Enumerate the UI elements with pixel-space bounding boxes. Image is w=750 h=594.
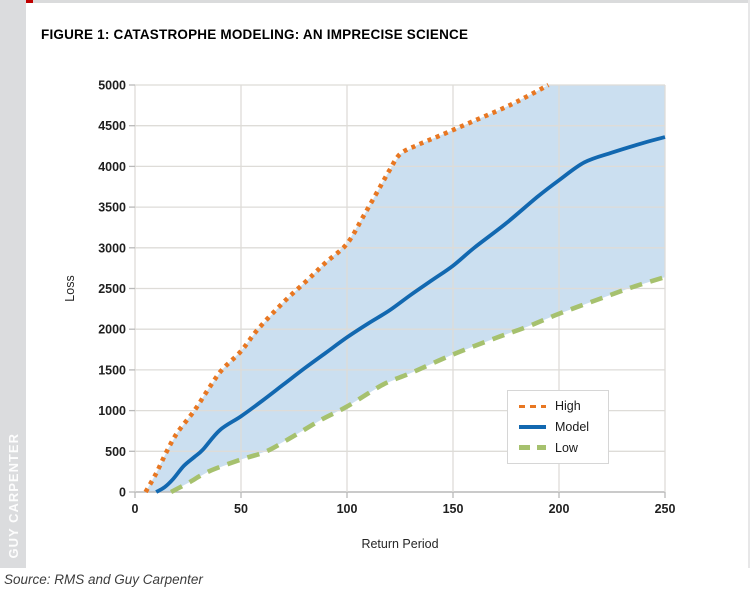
high-dashed-line-icon — [519, 404, 546, 409]
x-tick-label: 50 — [234, 502, 248, 516]
x-tick-label: 0 — [132, 502, 139, 516]
y-tick-label: 500 — [105, 445, 126, 459]
legend-item-low: Low — [519, 441, 602, 455]
y-tick-label: 2500 — [98, 282, 126, 296]
x-axis-title: Return Period — [361, 537, 438, 551]
legend-label-model: Model — [555, 419, 590, 434]
x-tick-label: 200 — [549, 502, 570, 516]
x-tick-label: 100 — [337, 502, 358, 516]
y-tick-label: 3000 — [98, 241, 126, 255]
y-tick-label: 5000 — [98, 79, 126, 93]
high-curve — [143, 82, 550, 494]
chart-legend: High Model Low — [507, 390, 609, 464]
figure-title: FIGURE 1: CATASTROPHE MODELING: AN IMPRE… — [41, 27, 469, 42]
y-tick-label: 1000 — [98, 404, 126, 418]
low-dashed-line-icon — [519, 445, 546, 450]
x-tick-label: 150 — [443, 502, 464, 516]
source-note: Source: RMS and Guy Carpenter — [4, 572, 203, 587]
low-curve — [169, 274, 666, 495]
legend-label-low: Low — [555, 440, 578, 455]
red-accent-mark — [26, 0, 33, 3]
x-tick-label: 250 — [655, 502, 676, 516]
y-tick-label: 1500 — [98, 363, 126, 377]
loss-vs-return-period-chart: 0500100015002000250030003500400045005000… — [63, 79, 676, 552]
y-tick-label: 3500 — [98, 201, 126, 215]
model-solid-line-icon — [519, 424, 546, 429]
model-curve — [155, 135, 666, 494]
legend-label-high: High — [555, 399, 581, 414]
brand-sidebar: GUY CARPENTER — [0, 0, 26, 568]
y-axis-title: Loss — [63, 275, 77, 301]
brand-wordmark: GUY CARPENTER — [5, 432, 21, 558]
y-tick-label: 4000 — [98, 160, 126, 174]
legend-item-model: Model — [519, 420, 602, 434]
legend-item-high: High — [519, 399, 602, 413]
right-divider — [748, 0, 750, 568]
y-tick-label: 2000 — [98, 323, 126, 337]
top-divider — [26, 0, 749, 3]
y-tick-label: 4500 — [98, 119, 126, 133]
y-tick-label: 0 — [119, 486, 126, 500]
